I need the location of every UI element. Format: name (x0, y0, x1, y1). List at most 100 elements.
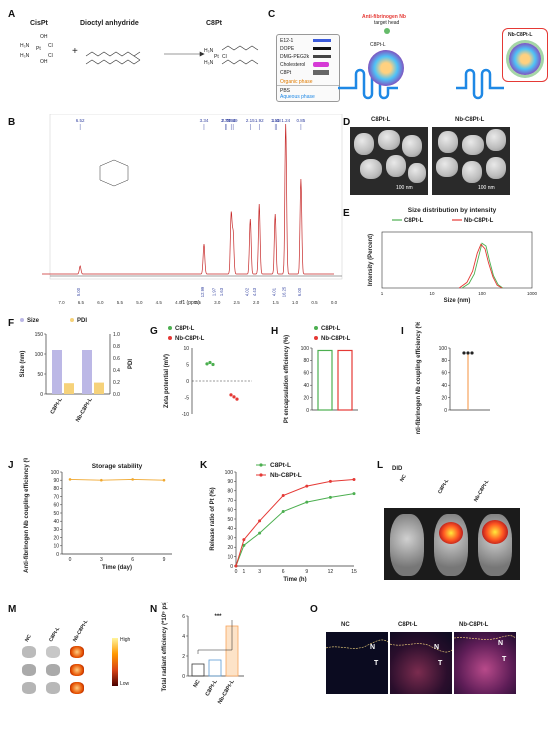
chart-k-y-tick-label: 30 (227, 536, 233, 542)
chart-i-y-tick-label: 80 (441, 358, 447, 364)
chart-h-y-tick-label: 0 (306, 408, 309, 414)
panel-l-group-c8ptl: C8Pt-L (437, 478, 451, 495)
nmr-x-label: f1 (ppm) (181, 300, 200, 306)
chart-i-y-tick-label: 60 (441, 371, 447, 377)
chart-k-x-tick: 6 (282, 569, 285, 575)
panel-label-o: O (310, 604, 318, 615)
tem-image-c8ptl: 100 nm (350, 127, 428, 195)
chart-e-x-tick: 1000 (527, 291, 538, 296)
chart-g-y-tick-label: 0 (186, 379, 189, 385)
nmr-integral-value: 4.43 (252, 287, 257, 296)
svg-text:H₃N: H₃N (20, 43, 30, 49)
panel-label-f: F (8, 318, 15, 329)
panel-label-n: N (150, 604, 158, 615)
pbs-label: PBS (280, 88, 291, 94)
dope-icon (313, 47, 331, 50)
c8ptl-particle-icon (368, 50, 404, 86)
nmr-peak-label: 1.24 (281, 118, 290, 123)
chart-i-y-label: Anti-fibrinogen Nb coupling efficiency (… (416, 322, 422, 434)
chart-j-x-tick: 3 (100, 557, 103, 563)
chart-g-y-tick-label: -10 (182, 412, 189, 418)
chart-k-y-tick-label: 60 (227, 507, 233, 513)
chart-g-point (205, 362, 209, 366)
chart-k-point (258, 519, 262, 523)
chart-j-x-tick: 0 (69, 557, 72, 563)
chart-n-y-tick-label: 0 (182, 674, 185, 680)
chart-k-point (258, 531, 262, 535)
chart-e-legend-label: C8Pt-L (404, 218, 424, 224)
chart-k-legend-label: Nb-C8Pt-L (270, 472, 302, 479)
chart-f-legend-swatch (70, 318, 74, 322)
chart-g: 10 5 0 -5 -10 C8Pt-L Nb-C8Pt-L Zeta potential (… (164, 326, 252, 418)
chart-e-legend-label: Nb-C8Pt-L (464, 218, 494, 224)
nmr-peak-label: 2.64 (227, 118, 236, 123)
chart-h-bar (317, 349, 333, 411)
nmr-peak-label: 2.59 (229, 118, 238, 123)
chart-f-y-tick-label: 150 (35, 332, 44, 338)
reagent-box: E12-1 DOPE DMG-PEG2k Cholesterol C8Pt Or… (276, 34, 340, 102)
svg-text:Cl: Cl (48, 53, 53, 59)
chart-e: Size distribution by intensity 1 10 100 1000… (368, 207, 538, 304)
chart-n-significance: *** (214, 614, 222, 620)
chart-j-point (162, 478, 166, 482)
chart-h: 0 20 40 60 80 100 C8Pt-L Nb-C8Pt-L Pt encapsulat… (284, 326, 358, 423)
reagent-cholesterol: Cholesterol (280, 62, 306, 68)
chart-j-y-tick-label: 30 (53, 527, 59, 533)
chart-h-y-tick-label: 60 (303, 371, 309, 377)
nmr-x-tick: 5.5 (117, 300, 124, 305)
nmr-integral-value: 1.63 (219, 287, 224, 296)
chart-f-y2-tick-label: 1.0 (113, 332, 120, 338)
panel-m-group-c8ptl: C8Pt-L (48, 626, 62, 643)
chart-f-size-bar (82, 350, 92, 394)
c8pt-icon (313, 70, 329, 75)
chart-e-series-line (461, 242, 503, 289)
nmr-x-tick: 4.0 (175, 300, 182, 305)
chart-k-point (352, 478, 356, 482)
panel-label-e: E (343, 208, 350, 219)
chart-j-y-tick-label: 0 (56, 552, 59, 558)
aqueous-phase-label: Aqueous phase (280, 94, 315, 100)
panel-label-k: K (200, 460, 208, 471)
nmr-peak-label: 2.15 (246, 118, 255, 123)
chart-f-pdi-bar (64, 383, 74, 394)
nmr-peak-label: 1.51 (271, 118, 280, 123)
nmr-integral-value: 16.25 (282, 286, 287, 297)
chart-j-y-label: Anti-fibrinogen Nb coupling efficiency (… (24, 458, 30, 573)
panel-label-i: I (401, 326, 404, 337)
chart-k-y-tick-label: 20 (227, 545, 233, 551)
chart-k-point (305, 500, 309, 504)
chart-n-y-label: Total radiant efficiency (*10⁹ ps) (162, 602, 168, 692)
chart-h-legend-label: C8Pt-L (321, 326, 341, 332)
chart-h-bar (337, 349, 353, 411)
nmr-integral-value: 4.01 (272, 287, 277, 296)
nmr-integral-value: 12.99 (200, 286, 205, 297)
n-label-nb-c8ptl: N (498, 640, 504, 647)
svg-text:OH: OH (40, 59, 48, 65)
colorbar-high: High (120, 637, 131, 643)
nmr-x-tick: 6.5 (78, 300, 85, 305)
chart-j-y-tick-label: 100 (51, 470, 60, 476)
reagent-c8pt: C8Pt (280, 70, 292, 76)
chart-j-x-label: Time (day) (102, 565, 132, 571)
chart-h-y-tick-label: 100 (301, 346, 310, 352)
anhydride-title: Dioctyl anhydride (80, 20, 139, 27)
nmr-peak-label: 3.34 (200, 118, 209, 123)
chart-k-y-tick-label: 90 (227, 479, 233, 485)
panel-m-group-nc: NC (24, 633, 33, 643)
tem-left-title: C8Pt-L (371, 117, 391, 123)
nmr-integral-value: 6.00 (297, 287, 302, 296)
chart-i-point (470, 351, 474, 355)
chart-j-x-tick: 6 (131, 557, 134, 563)
chart-g-point (208, 360, 212, 365)
chart-g-legend-label: Nb-C8Pt-L (175, 336, 205, 342)
chart-j-y-tick-label: 10 (53, 544, 59, 550)
panel-m-group-nb-c8ptl: Nb-C8Pt-L (72, 618, 90, 643)
nmr-x-tick: 7.0 (58, 300, 65, 305)
chart-h-y-label: Pt encapsulation efficiency (%) (284, 335, 290, 423)
chart-f-y2-tick-label: 0.4 (113, 368, 120, 374)
chart-j-y-tick-label: 60 (53, 503, 59, 509)
chart-j-line (69, 478, 165, 481)
ex-vivo-organs (20, 644, 100, 700)
svg-text:H₃N: H₃N (204, 60, 214, 66)
chart-j-y-tick-label: 50 (53, 511, 59, 517)
